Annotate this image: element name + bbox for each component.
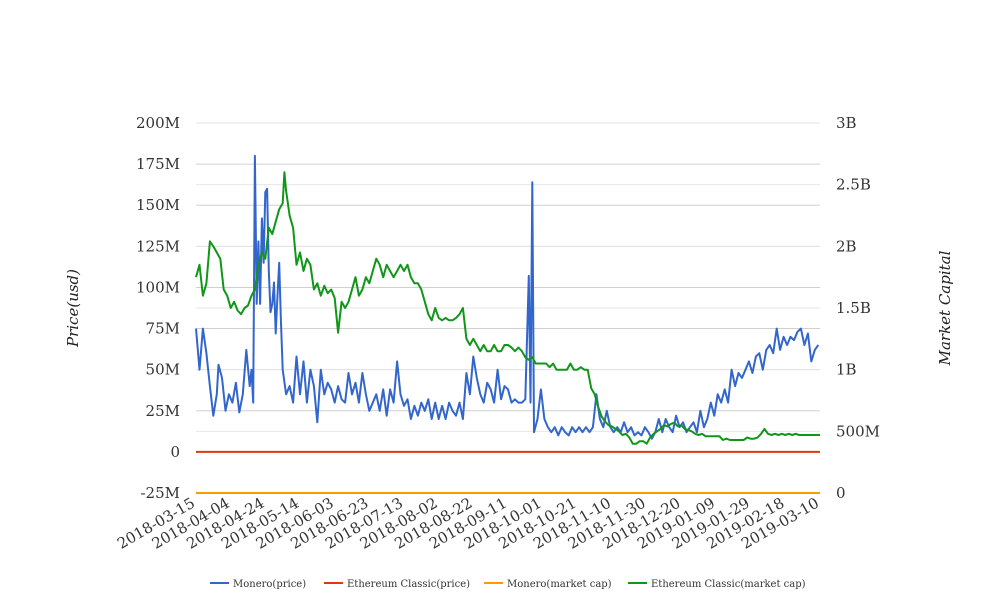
y-right-tick-label: 500M <box>836 422 880 440</box>
y-right-tick-labels: 3B 2.5B 2B 1.5B 1B 500M 0 <box>836 114 880 502</box>
y-left-tick-label: 100M <box>136 278 180 296</box>
y-right-axis-title: Market Capital <box>936 250 954 366</box>
y-left-axis-title: Price(usd) <box>64 269 82 348</box>
y-left-tick-label: 50M <box>146 361 180 379</box>
y-left-tick-label: 25M <box>146 402 180 420</box>
y-left-tick-label: 150M <box>136 196 180 214</box>
legend-item[interactable]: Monero(market cap) <box>484 579 612 590</box>
y-right-tick-label: 1B <box>836 361 857 379</box>
y-right-tick-label: 1.5B <box>836 299 871 317</box>
x-tick-labels: 2018-03-152018-04-042018-04-242018-05-14… <box>114 494 822 553</box>
legend-label: Ethereum Classic(price) <box>347 579 470 590</box>
y-left-tick-label: 200M <box>136 114 180 132</box>
series-line-0 <box>195 154 820 440</box>
legend-label: Monero(market cap) <box>507 579 612 590</box>
series-line-3 <box>195 171 820 445</box>
y-left-tick-labels: 200M 175M 150M 125M 100M 75M 50M 25M 0 -25M <box>136 114 180 502</box>
y-left-tick-label: 125M <box>136 237 180 255</box>
legend-item[interactable]: Ethereum Classic(market cap) <box>628 579 806 590</box>
legend: Monero(price) Ethereum Classic(price) Mone… <box>210 579 806 590</box>
legend-item[interactable]: Ethereum Classic(price) <box>324 579 470 590</box>
y-right-tick-label: 2.5B <box>836 176 871 194</box>
legend-item[interactable]: Monero(price) <box>210 579 306 590</box>
y-left-tick-label: 75M <box>146 320 180 338</box>
y-left-tick-label: -25M <box>140 484 180 502</box>
y-right-tick-label: 3B <box>836 114 857 132</box>
legend-label: Monero(price) <box>233 579 306 590</box>
y-left-tick-label: 0 <box>170 443 180 461</box>
legend-label: Ethereum Classic(market cap) <box>651 579 806 590</box>
series-lines <box>195 154 820 494</box>
gridlines <box>196 122 820 494</box>
y-right-tick-label: 2B <box>836 237 857 255</box>
y-left-tick-label: 175M <box>136 155 180 173</box>
y-right-tick-label: 0 <box>836 484 846 502</box>
